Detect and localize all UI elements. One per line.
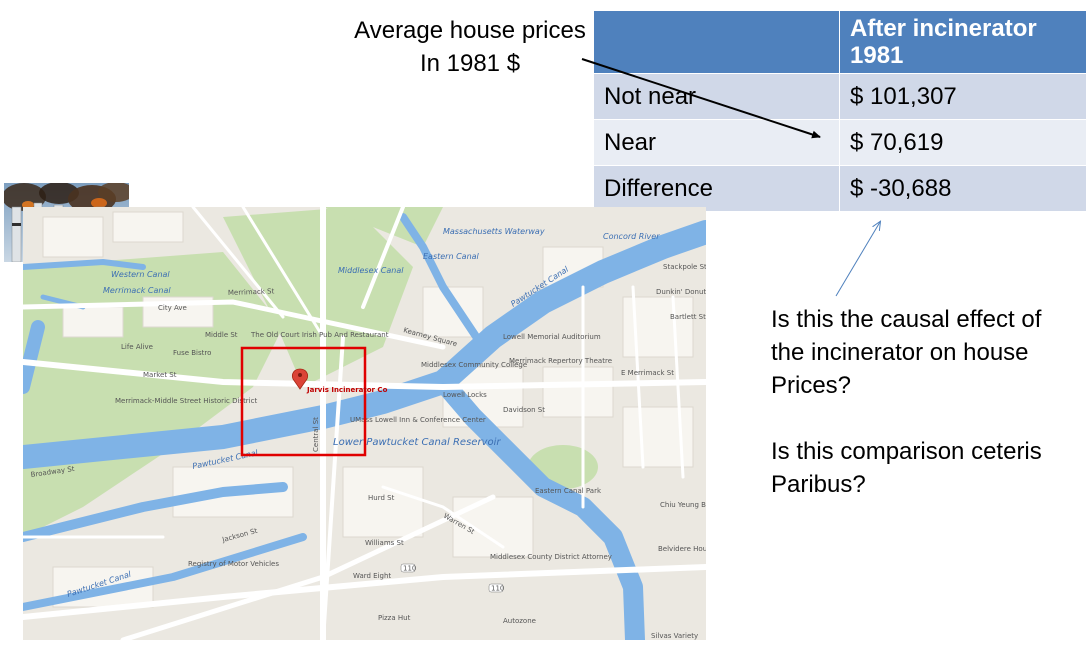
label-middlesex-cc: Middlesex Community College <box>421 361 527 369</box>
label-merrimack-st: Merrimack St <box>228 287 275 297</box>
label-old-court: The Old Court Irish Pub And Restaurant <box>250 331 389 339</box>
label-concord-river: Concord River <box>603 232 660 241</box>
label-bartlett-st: Bartlett St <box>670 313 706 321</box>
row-value-difference: $ -30,688 <box>839 165 1087 212</box>
row-value-not-near: $ 101,307 <box>839 73 1087 120</box>
row-value-near: $ 70,619 <box>839 119 1087 166</box>
label-dunkin: Dunkin' Donuts <box>656 288 706 296</box>
label-jarvis-incinerator: Jarvis Incinerator Co <box>306 386 388 394</box>
table-header-after-incinerator: After incinerator 1981 <box>839 10 1087 74</box>
table-row: Not near $ 101,307 <box>593 73 1087 120</box>
route-110-shield-b: 110 <box>488 583 504 593</box>
incinerator-highlight-box <box>240 346 367 457</box>
waterways <box>23 213 706 640</box>
label-middle-st: Middle St <box>205 331 238 339</box>
house-price-table: After incinerator 1981 Not near $ 101,30… <box>593 10 1087 212</box>
annotation-line-1: Average house prices <box>354 17 586 44</box>
question-ceteris-paribus: Is this comparison ceteris Paribus? <box>771 438 1042 498</box>
svg-text:110: 110 <box>491 585 504 593</box>
label-pizza-hut: Pizza Hut <box>378 614 411 622</box>
label-western-canal: Western Canal <box>111 270 170 279</box>
label-middlesex-county: Middlesex County District Attorney <box>490 553 612 561</box>
row-label-not-near: Not near <box>593 73 840 120</box>
route-110-shield-a: 110 <box>400 563 416 573</box>
label-market-st: Market St <box>143 371 177 379</box>
label-central-st: Central St <box>312 417 320 452</box>
label-life-alive: Life Alive <box>121 343 153 351</box>
label-silvas-variety: Silvas Variety <box>651 632 698 640</box>
label-merrimack-rep: Merrimack Repertory Theatre <box>509 357 612 365</box>
label-e-merrimack-st: E Merrimack St <box>621 369 674 377</box>
question-arrow <box>835 222 880 297</box>
question-causal-effect: Is this the causal effect of the inciner… <box>771 306 1042 399</box>
label-middlesex-canal: Middlesex Canal <box>338 266 404 275</box>
label-lowell-memorial: Lowell Memorial Auditorium <box>503 333 601 341</box>
label-lower-pawtucket: Lower Pawtucket Canal Reservoir <box>333 437 501 448</box>
price-annotation: Average house prices In 1981 $ <box>330 14 610 80</box>
table-row: Near $ 70,619 <box>593 119 1087 166</box>
label-belvidere: Belvidere House <box>658 545 706 553</box>
svg-text:110: 110 <box>403 565 416 573</box>
row-label-near: Near <box>593 119 840 166</box>
roads <box>23 207 706 640</box>
table-row: Difference $ -30,688 <box>593 165 1087 212</box>
label-city-ave: City Ave <box>158 304 187 312</box>
row-label-difference: Difference <box>593 165 840 212</box>
lowell-map[interactable]: Concord River Massachusetts Waterway Eas… <box>23 207 706 640</box>
label-eastern-canal: Eastern Canal <box>423 252 480 261</box>
label-registry: Registry of Motor Vehicles <box>188 560 279 568</box>
label-umass-inn: UMass Lowell Inn & Conference Center <box>350 416 486 424</box>
label-autozone: Autozone <box>503 617 536 625</box>
table-header-row: After incinerator 1981 <box>593 10 1087 74</box>
label-stackpole-st: Stackpole St <box>663 263 706 271</box>
label-williams-st: Williams St <box>365 539 404 547</box>
label-mass-waterway: Massachusetts Waterway <box>443 227 545 236</box>
questions-block: Is this the causal effect of the inciner… <box>771 303 1081 534</box>
label-ward-eight: Ward Eight <box>353 572 391 580</box>
label-eastern-canal-park: Eastern Canal Park <box>535 487 602 495</box>
label-merrimack-middle: Merrimack-Middle Street Historic Distric… <box>115 397 257 405</box>
map-pin-icon[interactable] <box>292 368 308 390</box>
city-blocks <box>42 211 694 608</box>
label-lowell-locks: Lowell Locks <box>443 391 487 399</box>
annotation-line-2: In 1981 $ <box>419 50 521 77</box>
label-chiu-yeung: Chiu Yeung Bakery <box>660 501 706 509</box>
label-hurd-st: Hurd St <box>368 494 395 502</box>
label-davidson-st: Davidson St <box>503 406 545 414</box>
label-merrimack-canal: Merrimack Canal <box>103 286 171 295</box>
table-header-empty <box>593 10 840 74</box>
label-fuse-bistro: Fuse Bistro <box>173 349 211 357</box>
